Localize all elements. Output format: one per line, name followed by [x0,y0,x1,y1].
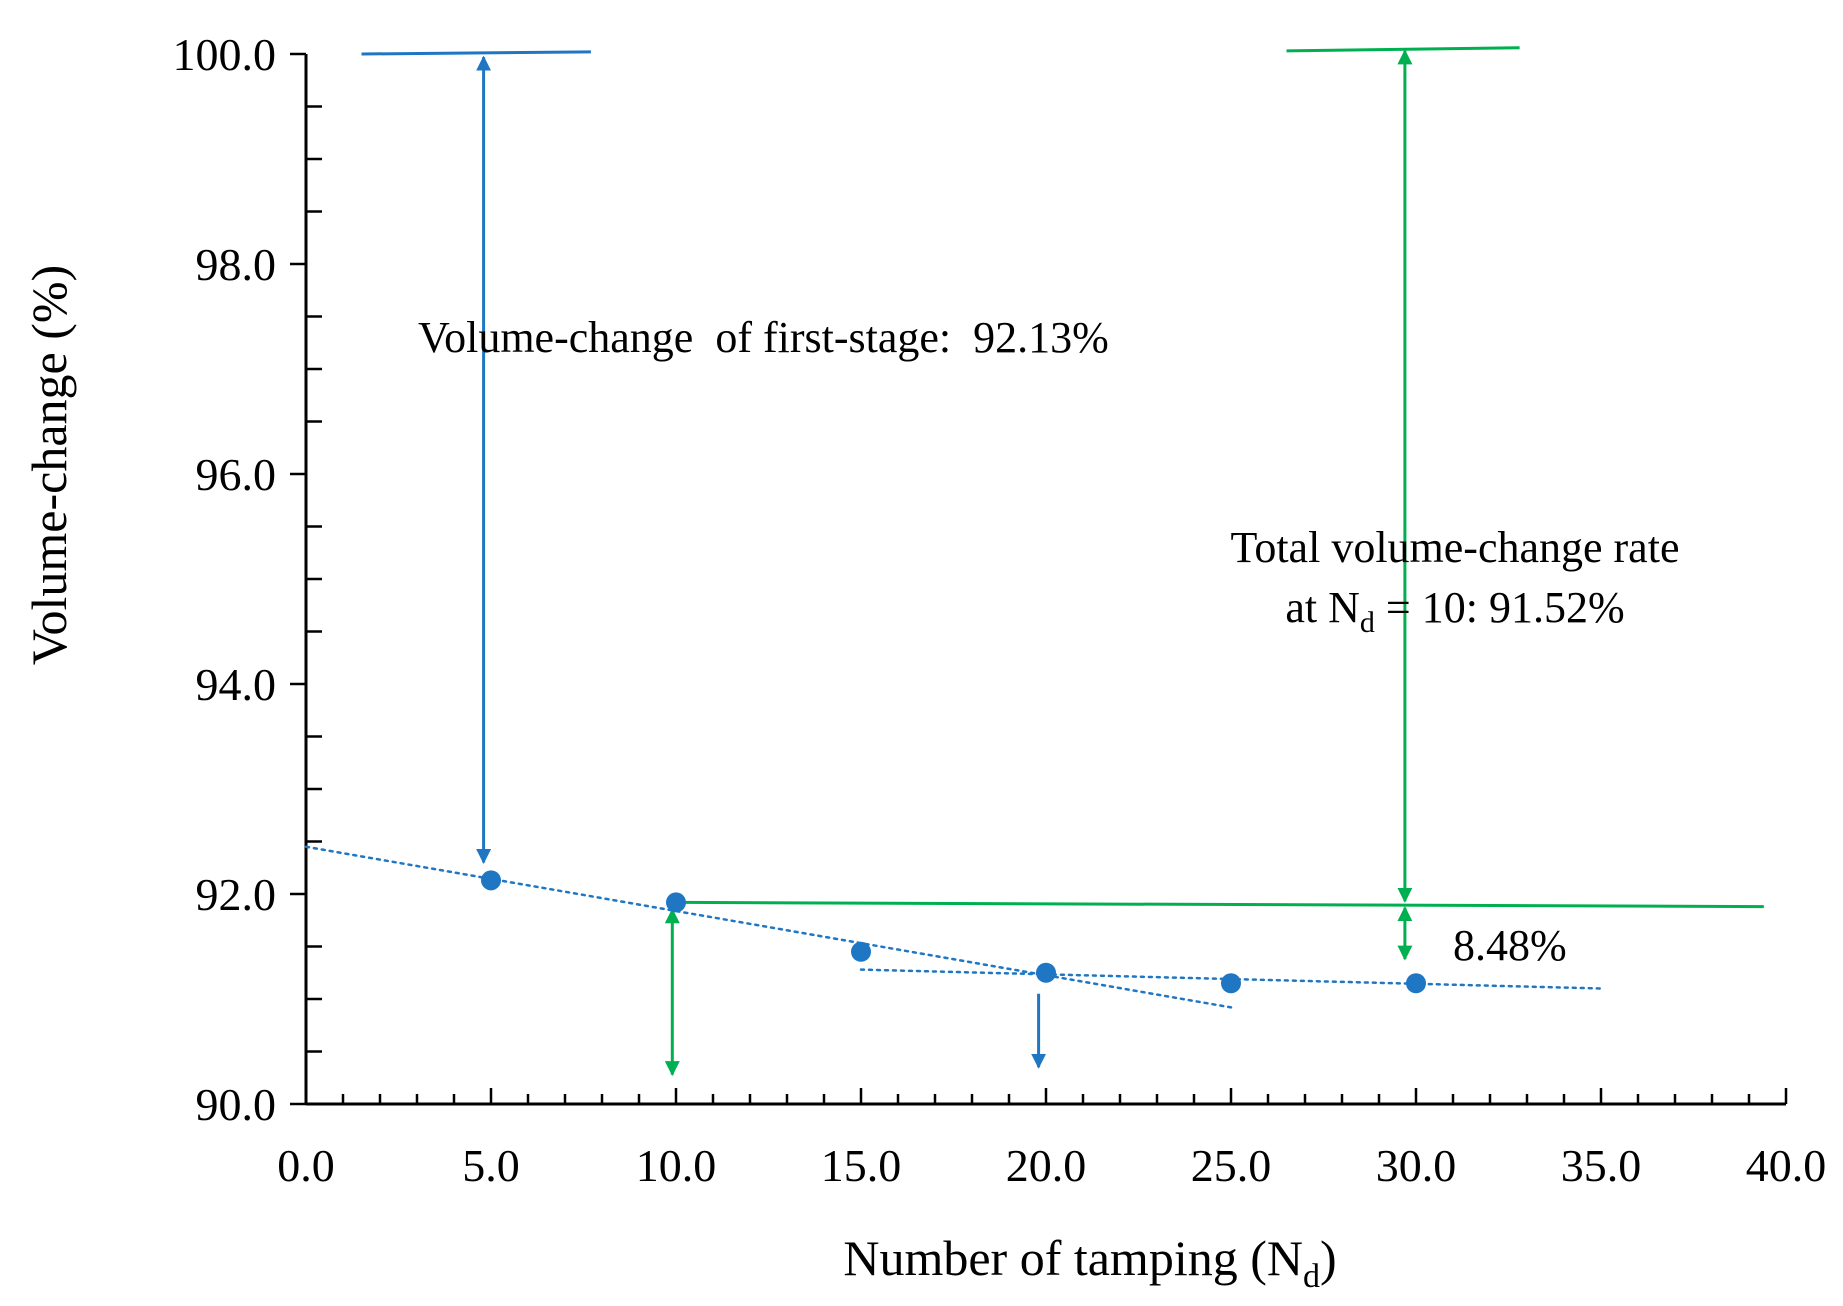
y-tick-label: 96.0 [196,449,277,500]
x-tick-label: 25.0 [1191,1140,1272,1191]
data-point [1036,962,1056,983]
blue-100-line [361,50,591,56]
x-tick-label: 10.0 [636,1140,717,1191]
total-annotation-value: = 10: 91.52% [1375,583,1625,632]
x-axis-title-sub: d [1303,1258,1320,1295]
y-tick-label: 94.0 [196,659,277,710]
data-points [481,870,1426,994]
reference-lines [361,46,1764,909]
x-tick-label: 15.0 [821,1140,902,1191]
y-tick-label: 98.0 [196,239,277,290]
data-point [851,941,871,962]
total-annotation-at: at N [1285,583,1360,632]
data-point [666,892,686,913]
residual-annotation: 8.48% [1453,921,1567,970]
total-annotation-line2: at Nd = 10: 91.52% [1285,583,1624,639]
x-axis-title-main: Number of tamping (N [843,1230,1303,1286]
green-nd10-line [683,900,1764,909]
y-tick-label: 100.0 [173,29,277,80]
x-tick-label: 0.0 [277,1140,335,1191]
y-axis-ticks: 90.0 92.0 94.0 96.0 98.0 100.0 [173,29,322,1130]
y-tick-label: 90.0 [196,1079,277,1130]
green-100-line [1286,46,1520,53]
y-axis-title: Volume-change (%) [21,265,77,665]
x-tick-label: 30.0 [1376,1140,1457,1191]
x-tick-label: 35.0 [1561,1140,1642,1191]
first-stage-trend [304,845,1233,1009]
x-tick-label: 5.0 [462,1140,520,1191]
data-point [481,870,501,891]
total-annotation-line1: Total volume-change rate [1231,523,1680,572]
x-axis-ticks: 0.0 5.0 10.0 15.0 20.0 25.0 30.0 35.0 40.0 [277,1088,1826,1191]
y-tick-label: 92.0 [196,869,277,920]
data-point [1406,973,1426,994]
first-stage-annotation: Volume-change of first-stage: 92.13% [418,313,1109,362]
x-tick-label: 20.0 [1006,1140,1087,1191]
total-annotation-sub: d [1360,606,1375,639]
x-axis-title: Number of tamping (Nd) [843,1230,1336,1295]
data-point [1221,973,1241,994]
x-tick-label: 40.0 [1746,1140,1827,1191]
x-axis-title-tail: ) [1320,1230,1337,1286]
annotation-arrows [476,49,1413,1077]
